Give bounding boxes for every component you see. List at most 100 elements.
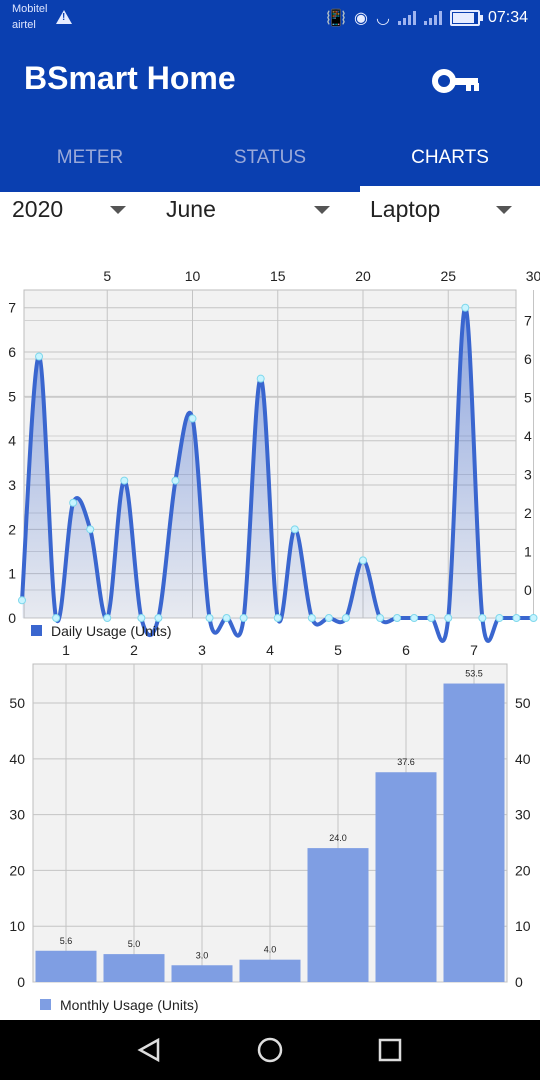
eye-icon: ◉ — [354, 10, 368, 27]
monthly-y-tick-right: 50 — [515, 695, 531, 711]
year-chevron-down-icon[interactable] — [110, 206, 126, 214]
daily-point — [512, 614, 521, 622]
daily-point — [324, 614, 333, 622]
daily-y-tick-left: 2 — [8, 521, 16, 537]
status-icons: 📳 ◉ ◡ 07:34 — [326, 8, 528, 28]
daily-y-tick-left: 3 — [8, 477, 16, 493]
month-chevron-down-icon[interactable] — [314, 206, 330, 214]
monthly-y-tick-right: 40 — [515, 751, 531, 767]
back-icon[interactable] — [137, 1037, 160, 1063]
daily-point — [171, 476, 180, 485]
daily-point — [290, 525, 299, 534]
monthly-x-tick: 4 — [266, 642, 274, 658]
carrier-1: Mobitel — [12, 3, 48, 15]
daily-y-tick-left: 7 — [8, 300, 16, 316]
nav-bar — [0, 1020, 540, 1080]
daily-point — [154, 614, 163, 622]
daily-y-tick-right: 4 — [524, 428, 532, 444]
daily-y-tick-left: 0 — [8, 610, 16, 626]
monthly-bar-value-label: 24.0 — [329, 833, 347, 843]
key-icon[interactable] — [430, 66, 486, 96]
daily-legend-swatch — [31, 625, 42, 636]
status-time: 07:34 — [487, 9, 528, 26]
wifi-icon: ◡ — [375, 10, 390, 27]
daily-y-tick-left: 1 — [8, 566, 16, 582]
monthly-legend-label: Monthly Usage (Units) — [60, 997, 199, 1013]
daily-point — [103, 614, 112, 622]
monthly-x-tick: 3 — [198, 642, 206, 658]
home-icon[interactable] — [257, 1037, 283, 1063]
device-chevron-down-icon[interactable] — [496, 206, 512, 214]
monthly-y-tick-right: 0 — [515, 974, 523, 990]
daily-y-tick-right: 7 — [524, 313, 532, 329]
monthly-bar — [239, 959, 301, 982]
daily-point — [273, 614, 282, 622]
daily-x-tick: 30 — [526, 268, 540, 284]
daily-point — [478, 614, 487, 622]
monthly-y-tick-right: 30 — [515, 807, 531, 823]
daily-point — [188, 414, 197, 423]
year-select[interactable]: 2020 — [12, 196, 64, 222]
month-select[interactable]: June — [166, 196, 216, 222]
monthly-y-tick-right: 20 — [515, 862, 531, 878]
daily-y-tick-right: 3 — [524, 467, 532, 483]
monthly-y-tick-left: 10 — [9, 918, 25, 934]
daily-y-tick-right: 1 — [524, 544, 532, 560]
monthly-y-tick-left: 40 — [9, 751, 25, 767]
daily-point — [69, 498, 78, 507]
monthly-x-tick: 5 — [334, 642, 342, 658]
monthly-x-tick: 1 — [62, 642, 70, 658]
daily-area-fill — [22, 307, 534, 641]
monthly-bar — [103, 954, 165, 982]
daily-y-tick-right: 5 — [524, 390, 532, 406]
monthly-y-tick-left: 20 — [9, 862, 25, 878]
monthly-bar — [171, 965, 233, 982]
monthly-legend-swatch — [40, 999, 51, 1010]
tab-status[interactable]: STATUS — [233, 147, 307, 168]
status-bar: Mobitel airtel 📳 ◉ ◡ 07:34 — [0, 0, 540, 36]
carrier-2: airtel — [12, 19, 36, 31]
monthly-bar — [307, 848, 369, 982]
daily-point — [410, 614, 419, 622]
tab-meter[interactable]: METER — [56, 147, 124, 168]
daily-point — [376, 614, 385, 622]
daily-x-tick: 20 — [355, 268, 371, 284]
monthly-y-tick-left: 30 — [9, 807, 25, 823]
daily-x-tick: 25 — [440, 268, 456, 284]
tab-indicator — [360, 186, 540, 192]
monthly-x-tick: 7 — [470, 642, 478, 658]
device-select[interactable]: Laptop — [370, 196, 441, 222]
daily-point — [393, 614, 402, 622]
daily-y-tick-right: 0 — [524, 582, 532, 598]
daily-y-tick-left: 5 — [8, 388, 16, 404]
monthly-bar-value-label: 37.6 — [397, 757, 415, 767]
daily-y-tick-left: 6 — [8, 344, 16, 360]
daily-point — [444, 614, 453, 622]
tab-charts[interactable]: CHARTS — [411, 147, 489, 168]
signal-icon — [423, 11, 442, 25]
daily-y-tick-right: 2 — [524, 505, 532, 521]
daily-y-tick-right: 6 — [524, 351, 532, 367]
daily-y-tick-left: 4 — [8, 433, 16, 449]
monthly-bar-value-label: 3.0 — [196, 950, 209, 960]
warning-icon — [56, 10, 72, 24]
app-bar: BSmart Home — [0, 36, 540, 124]
daily-point — [427, 614, 436, 622]
daily-point — [120, 476, 129, 485]
charts-panel: 0 1 2 3 4 5 6 7 0 1 2 3 4 5 6 7 5 10 15 20 25 30 Daily Usage (… — [0, 232, 540, 1020]
signal-icon — [397, 11, 416, 25]
filter-bar: 2020 June Laptop — [0, 192, 540, 232]
daily-point — [529, 614, 538, 622]
daily-point — [461, 303, 470, 312]
monthly-bar — [443, 683, 505, 982]
monthly-y-tick-left: 0 — [17, 974, 25, 990]
daily-point-start — [18, 596, 26, 605]
nav-icons — [137, 1037, 402, 1063]
recents-icon[interactable] — [378, 1038, 402, 1062]
monthly-bar-value-label: 5.6 — [60, 936, 73, 946]
monthly-y-tick-right: 10 — [515, 918, 531, 934]
daily-point — [205, 614, 214, 622]
daily-point — [222, 614, 231, 622]
daily-point — [359, 556, 367, 565]
